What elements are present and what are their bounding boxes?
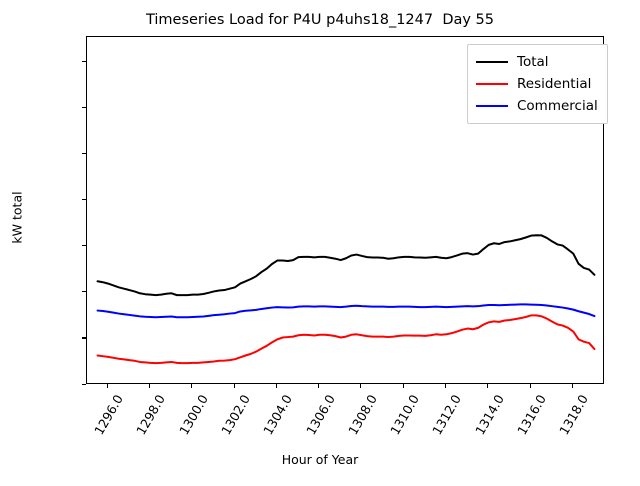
legend-label: Residential xyxy=(517,76,592,92)
legend-label: Commercial xyxy=(517,98,598,114)
chart-legend: Total Residential Commercial xyxy=(467,44,608,124)
x-tick-mark xyxy=(191,384,193,388)
x-tick-mark xyxy=(106,384,108,388)
series-line-residential xyxy=(96,314,596,365)
y-tick-mark xyxy=(82,60,86,62)
legend-swatch-total xyxy=(476,61,508,63)
x-tick-mark xyxy=(275,384,277,388)
x-tick-mark xyxy=(402,384,404,388)
legend-entry: Residential xyxy=(476,73,598,95)
plot-lines xyxy=(96,234,596,365)
legend-label: Total xyxy=(517,54,549,70)
x-tick-mark xyxy=(487,384,489,388)
x-tick-mark xyxy=(571,384,573,388)
x-tick-mark xyxy=(318,384,320,388)
y-tick-mark xyxy=(82,291,86,293)
y-tick-mark xyxy=(82,245,86,247)
legend-swatch-residential xyxy=(476,83,508,85)
x-tick-mark xyxy=(233,384,235,388)
plot-area xyxy=(86,36,604,384)
y-tick-mark xyxy=(82,199,86,201)
x-axis-label: Hour of Year xyxy=(281,452,359,467)
y-tick-mark xyxy=(82,337,86,339)
series-line-commercial xyxy=(96,303,596,319)
y-axis-label: kW total xyxy=(9,191,25,244)
x-tick-mark xyxy=(360,384,362,388)
series-line-total xyxy=(96,234,596,297)
legend-entry: Total xyxy=(476,51,598,73)
x-tick-mark xyxy=(444,384,447,388)
y-tick-mark xyxy=(82,106,86,109)
chart-title: Timeseries Load for P4U p4uhs18_1247 Day… xyxy=(145,12,495,28)
legend-entry: Commercial xyxy=(476,95,598,117)
legend-swatch-commercial xyxy=(476,105,508,107)
x-tick-mark xyxy=(148,384,151,388)
x-tick-mark xyxy=(529,384,531,388)
y-tick-mark xyxy=(82,383,86,385)
y-tick-mark xyxy=(82,153,86,155)
